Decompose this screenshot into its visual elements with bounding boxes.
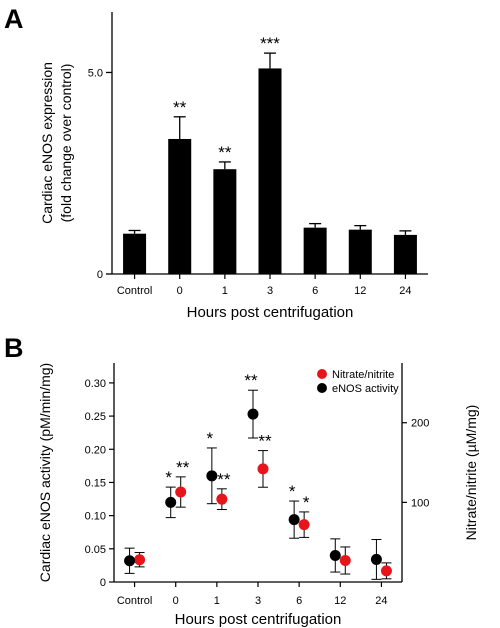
left-y-tick-label: 0.15 <box>85 477 106 489</box>
enos-activity-point <box>288 514 300 526</box>
x-tick-label: Control <box>117 595 152 607</box>
x-axis-title: Hours post centrifugation <box>187 304 354 321</box>
enos-activity-point <box>165 496 177 508</box>
x-tick-label: 3 <box>255 595 261 607</box>
legend-marker <box>317 369 327 379</box>
right-y-axis-title: Nitrate/nitrite (µM/mg) <box>463 405 479 541</box>
bar <box>348 229 372 274</box>
eNOS-activity-chart: 0 0.05 0.10 0.15 0.20 0.25 0.30 100 200 Control 0 1… <box>37 363 479 628</box>
significance-label: ** <box>173 98 187 117</box>
enos-activity-point <box>329 549 341 561</box>
left-y-tick-label: 0.10 <box>85 511 106 523</box>
significance-label: ** <box>218 143 232 162</box>
nitrate-nitrite-point <box>175 486 187 498</box>
left-y-tick-label: 0.30 <box>85 378 106 390</box>
x-tick-label: Control <box>117 285 152 297</box>
enos-activity-point <box>206 470 218 482</box>
nitrate-nitrite-significance-label: ** <box>176 458 190 477</box>
right-y-tick-label: 200 <box>411 418 429 430</box>
x-tick-label: 24 <box>375 595 387 607</box>
enos-activity-point <box>124 555 136 567</box>
panel-b-letter: B <box>4 333 24 363</box>
bar <box>123 233 147 274</box>
enos-activity-significance-label: * <box>289 482 296 501</box>
bar <box>393 234 417 274</box>
panel-a-letter: A <box>4 4 24 34</box>
x-tick-label: 1 <box>222 285 228 297</box>
enos-activity-significance-label: * <box>207 429 214 448</box>
nitrate-nitrite-significance-label: * <box>303 493 310 512</box>
x-axis-title: Hours post centrifugation <box>175 611 342 628</box>
enos-activity-point <box>370 553 382 565</box>
enos-activity-point <box>247 408 259 420</box>
y-axis-title-line1: Cardiac eNOS expression <box>39 62 55 224</box>
left-y-tick-label: 0.25 <box>85 411 106 423</box>
nitrate-nitrite-point <box>134 554 146 566</box>
x-tick-label: 0 <box>177 285 183 297</box>
significance-label: *** <box>260 34 280 53</box>
nitrate-nitrite-point <box>339 554 351 566</box>
right-y-tick-label: 100 <box>411 497 429 509</box>
nitrate-nitrite-point <box>257 463 269 475</box>
x-tick-label: 12 <box>354 285 366 297</box>
nitrate-nitrite-significance-label: ** <box>217 470 231 489</box>
x-tick-label: 0 <box>173 595 179 607</box>
left-y-tick-label: 0.05 <box>85 544 106 556</box>
y-tick-label: 0 <box>97 269 103 281</box>
legend-label: Nitrate/nitrite <box>332 369 394 381</box>
eNOS-expression-chart: 0 5.0 Control 0 ** 1 ** 3 *** 6 12 24 Hours post cen… <box>39 12 428 321</box>
bar <box>258 68 282 274</box>
enos-activity-significance-label: ** <box>244 371 258 390</box>
x-tick-label: 12 <box>334 595 346 607</box>
bar <box>168 138 192 274</box>
y-tick-label: 5.0 <box>88 67 103 79</box>
nitrate-nitrite-point <box>216 493 228 505</box>
nitrate-nitrite-significance-label: ** <box>258 432 272 451</box>
x-tick-label: 3 <box>267 285 273 297</box>
x-tick-label: 1 <box>214 595 220 607</box>
nitrate-nitrite-point <box>380 565 392 577</box>
nitrate-nitrite-point <box>298 519 310 531</box>
legend-label: eNOS activity <box>332 383 399 395</box>
y-axis-title-line2: (fold change over control) <box>58 64 74 223</box>
x-tick-label: 6 <box>312 285 318 297</box>
left-y-tick-label: 0 <box>100 577 106 589</box>
x-tick-label: 6 <box>296 595 302 607</box>
bar <box>213 169 237 274</box>
left-y-axis-title: Cardiac eNOS activity (pM/min/mg) <box>37 363 53 582</box>
x-tick-label: 24 <box>399 285 411 297</box>
legend-marker <box>317 383 327 393</box>
left-y-tick-label: 0.20 <box>85 444 106 456</box>
bar <box>303 227 327 274</box>
enos-activity-significance-label: * <box>165 468 172 487</box>
